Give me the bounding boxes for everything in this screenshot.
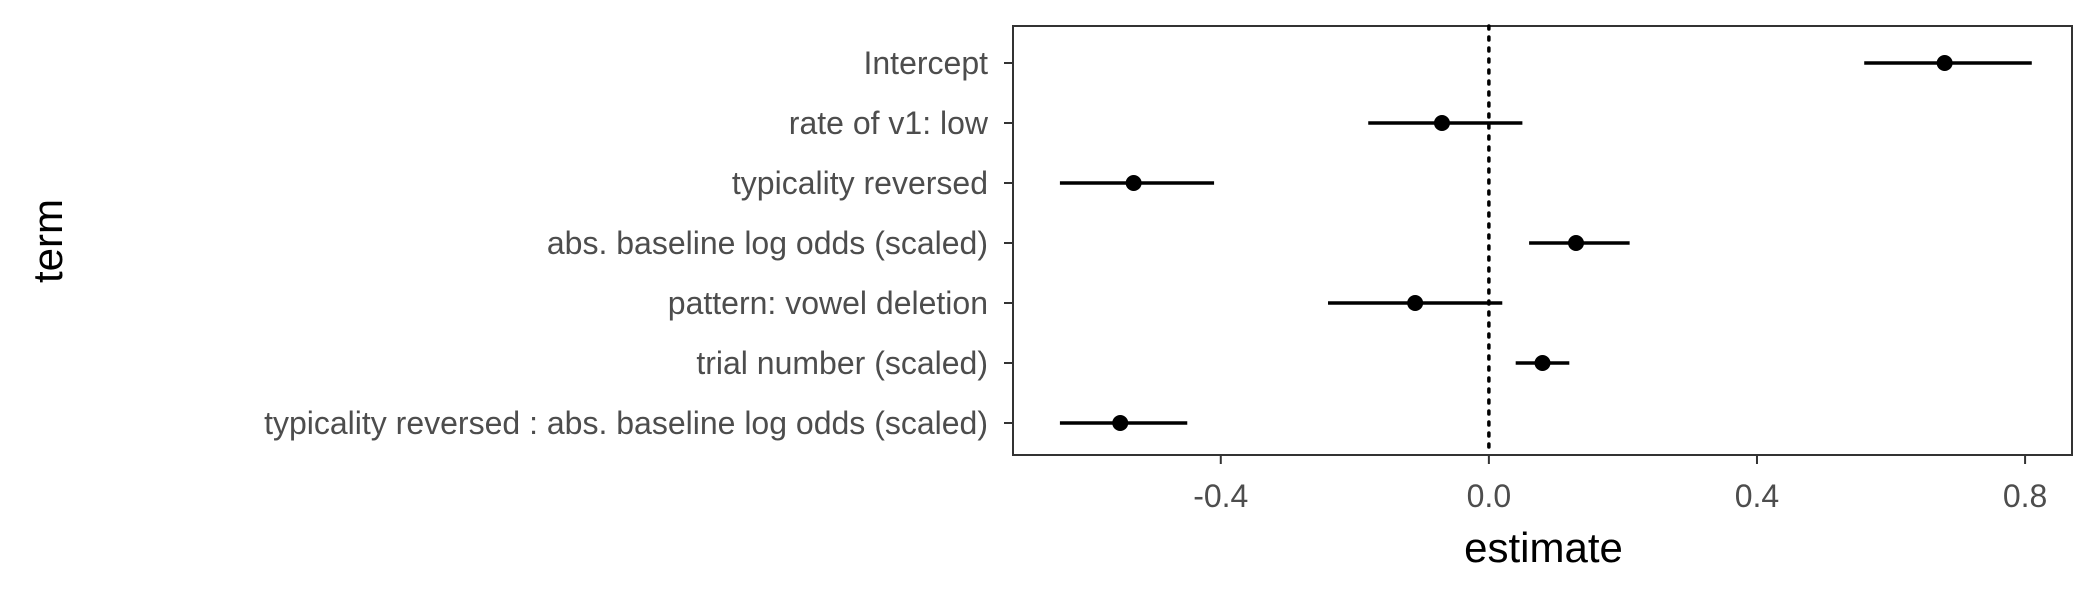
estimate-point [1112, 415, 1129, 431]
x-tick-label: 0.0 [1467, 478, 1511, 514]
x-tick-label: -0.4 [1193, 478, 1248, 514]
estimate-point [1407, 295, 1424, 311]
y-tick-label: Intercept [863, 45, 988, 81]
x-tick-label: 0.4 [1735, 478, 1779, 514]
estimate-point [1534, 355, 1551, 371]
y-tick-label: trial number (scaled) [696, 345, 988, 381]
estimate-point [1936, 55, 1953, 71]
estimate-point [1125, 175, 1142, 191]
plot-panel-border [1012, 25, 2073, 456]
y-tick-label: typicality reversed : abs. baseline log … [264, 405, 988, 441]
estimate-point [1433, 115, 1450, 131]
x-axis-title: estimate [1464, 524, 1623, 571]
estimate-point [1568, 235, 1585, 251]
y-tick-label: typicality reversed [732, 165, 988, 201]
y-tick-label: rate of v1: low [789, 105, 989, 141]
x-tick-label: 0.8 [2003, 478, 2047, 514]
y-tick-label: abs. baseline log odds (scaled) [547, 225, 988, 261]
y-tick-label: pattern: vowel deletion [668, 285, 988, 321]
y-axis-title: term [24, 199, 71, 283]
